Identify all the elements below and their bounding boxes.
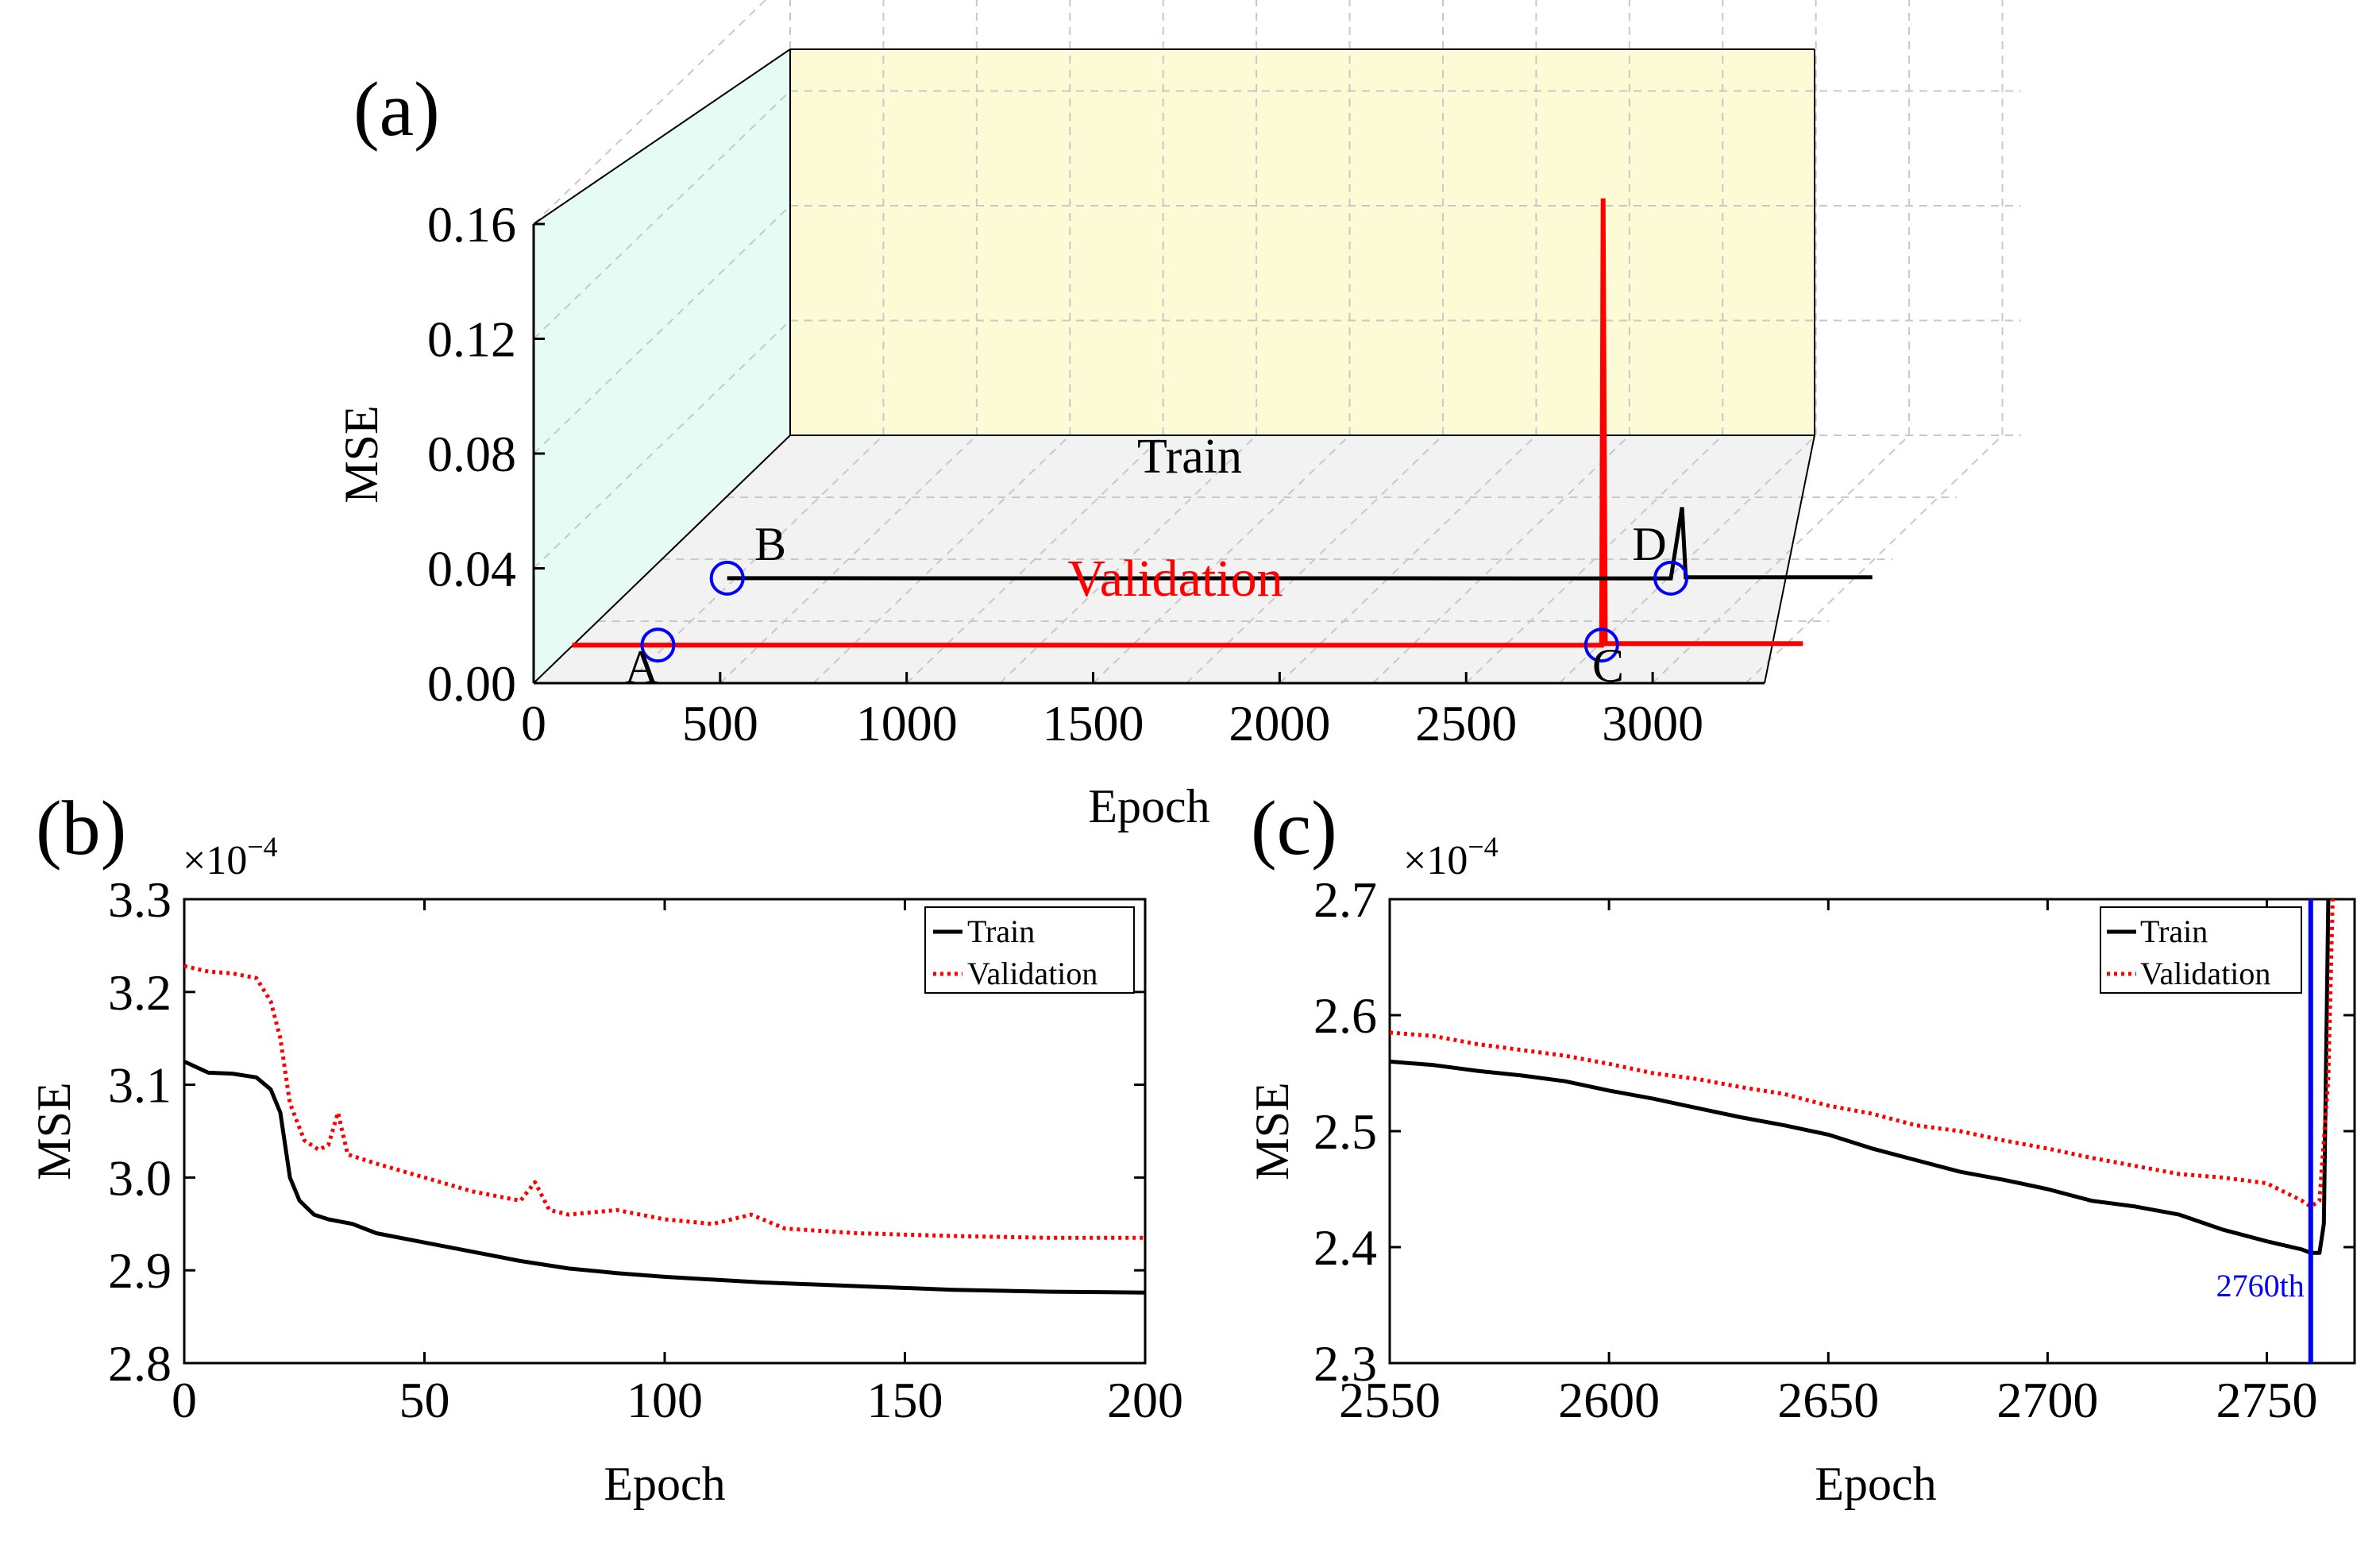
panel-c-legend-box (2100, 906, 2302, 994)
panel-b-series (184, 964, 1145, 1295)
validation-line (572, 198, 1803, 648)
x-tick-label: 500 (682, 695, 758, 751)
x-tick-label: 0 (521, 695, 546, 751)
panel-a-grid (533, 0, 2021, 684)
panel-b-y-axis-label: MSE (28, 1082, 80, 1180)
panel-c-y-tick-label: 2.6 (1313, 987, 1377, 1044)
panel-c-x-tick-label: 2650 (1777, 1372, 1879, 1428)
back-wall (790, 49, 1815, 435)
floor-grid (1186, 435, 1444, 684)
depth-axis-line (533, 435, 791, 684)
x-tick-label: 3000 (1602, 695, 1703, 751)
panel-a-markers: A B C D (624, 518, 1689, 693)
floor (534, 435, 1815, 683)
panel-b-label: (b) (36, 786, 126, 871)
panel-c-y-tick-label: 2.5 (1313, 1103, 1377, 1160)
panel-b-y-tick-label: 3.0 (108, 1149, 172, 1206)
panel-c-ticks: 2550 2600 2650 2700 2750 2.3 2.4 2.5 2.6 2.7 (1313, 871, 2355, 1428)
panel-b-train-line (184, 1060, 1145, 1295)
panel-b-x-axis-label: Epoch (604, 1458, 725, 1510)
panel-b-legend-box (924, 906, 1135, 994)
side-grid (533, 319, 791, 570)
x-axis-label: Epoch (1088, 780, 1209, 832)
panel-c-y-tick-label: 2.7 (1313, 871, 1377, 928)
side-wall (534, 49, 790, 683)
panel-c-x-axis-label: Epoch (1815, 1458, 1936, 1510)
x-tick-label: 1000 (856, 695, 958, 751)
marker-c (1583, 628, 1619, 663)
panel-a-label: (a) (353, 67, 440, 153)
panel-c-legend-train: Train (2140, 913, 2208, 949)
panel-c-validation-line (1390, 899, 2335, 1209)
panel-c-train-line (1390, 899, 2331, 1255)
floor-grid (812, 435, 1070, 684)
panel-b-legend-train: Train (967, 913, 1035, 949)
panel-c-label: (c) (1251, 786, 1337, 871)
side-grid (533, 90, 791, 340)
side-grid (533, 0, 767, 225)
floor-grid (1372, 435, 1630, 684)
marker-b (709, 560, 745, 596)
panel-b-y-tick-label: 3.3 (108, 871, 172, 928)
marker-a-label: A (624, 641, 658, 693)
train-series-label: Train (1137, 430, 1242, 484)
validation-series-label: Validation (1067, 550, 1283, 608)
panel-b-x-tick-label: 0 (172, 1372, 197, 1428)
panel-c-x-tick-label: 2550 (1339, 1372, 1441, 1428)
panel-b-x-tick-label: 150 (867, 1372, 943, 1428)
panel-c-y-tick-label: 2.4 (1313, 1219, 1377, 1276)
marker-a (640, 628, 676, 663)
panel-b-ticks: 0 50 100 150 200 2.8 2.9 3.0 3.1 3.2 3.3 (108, 871, 1183, 1428)
panel-a-ticks: 0.00 0.04 0.08 0.12 0.16 0 500 1000 1500 2000 2500… (427, 196, 1703, 751)
marker-c-label: C (1592, 639, 1624, 692)
panel-c-y-axis-label: MSE (1246, 1082, 1298, 1180)
panel-b-scale: ×10−4 (183, 831, 278, 883)
y-tick-label: 0.04 (427, 541, 516, 597)
x-tick-label: 2500 (1415, 695, 1517, 751)
train-line (727, 507, 1873, 581)
panel-c-series (1390, 899, 2335, 1255)
marker-d-label: D (1632, 518, 1666, 570)
panel-c-x-tick-label: 2600 (1558, 1372, 1660, 1428)
panel-b-x-tick-label: 200 (1107, 1372, 1183, 1428)
x-tick-label: 2000 (1229, 695, 1330, 751)
panel-c-x-tick-label: 2750 (2216, 1372, 2318, 1428)
panel-c-scale: ×10−4 (1403, 831, 1499, 883)
panel-c-y-tick-label: 2.3 (1313, 1335, 1377, 1392)
floor-grid (999, 435, 1257, 684)
panel-c-legend-validation: Validation (2140, 956, 2270, 991)
x-tick-label: 1500 (1043, 695, 1144, 751)
panel-b-legend: Train Validation (924, 906, 1135, 994)
panel-a-series (572, 198, 1873, 648)
panel-b-x-tick-label: 50 (399, 1372, 450, 1428)
panel-b-y-tick-label: 2.9 (108, 1242, 172, 1299)
panel-b-x-tick-label: 100 (627, 1372, 703, 1428)
panel-c-legend: Train Validation (2100, 906, 2302, 994)
marker-b-label: B (754, 518, 786, 570)
y-tick-label: 0.16 (427, 196, 516, 253)
panel-b-y-tick-label: 3.1 (108, 1057, 172, 1114)
panel-b-y-tick-label: 2.8 (108, 1335, 172, 1392)
panel-b-y-tick-label: 3.2 (108, 964, 172, 1021)
marker-d (1653, 560, 1689, 596)
side-top-edge (533, 48, 791, 225)
panel-b: (b) ×10−4 0 50 100 150 200 2.8 2.9 3.0 3.1 3.2 3.3… (28, 786, 1183, 1510)
panel-a: (a) 0.00 0.04 0.08 0.12 0.16 0 500 1000 1500 2000… (335, 0, 2021, 832)
panel-c-x-tick-label: 2700 (1996, 1372, 2098, 1428)
y-tick-label: 0.08 (427, 426, 516, 482)
y-tick-label: 0.12 (427, 311, 516, 368)
panel-c: (c) ×10−4 2550 2600 2650 2700 27502.32.42.52… (1246, 786, 2356, 1510)
epoch-2760-label: 2760th (2216, 1268, 2305, 1304)
side-grid (533, 205, 791, 454)
panel-b-legend-validation: Validation (967, 956, 1097, 991)
y-tick-label: 0.00 (427, 655, 516, 712)
y-axis-label: MSE (335, 405, 388, 503)
